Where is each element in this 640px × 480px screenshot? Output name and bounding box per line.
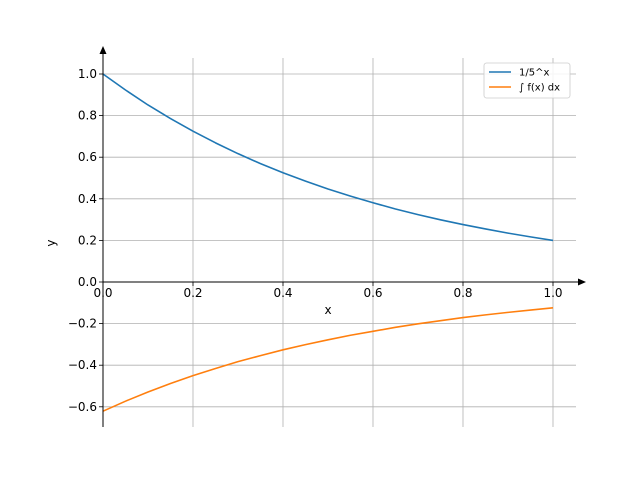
y-tick-label: 0.6	[78, 150, 97, 164]
series-line-1	[102, 73, 554, 242]
x-tick-label: 0.4	[273, 286, 292, 300]
x-tick-label: 0.8	[453, 286, 472, 300]
y-tick-label: 0.8	[78, 109, 97, 123]
series-lines	[102, 73, 554, 412]
x-tick-label: 0.2	[183, 286, 202, 300]
x-axis-arrow	[578, 278, 586, 286]
y-tick-label: 0.2	[78, 233, 97, 247]
y-tick-label: 0.0	[78, 275, 97, 289]
y-axis-label: y	[44, 239, 58, 246]
legend-label-2: ∫ f(x) dx	[519, 83, 560, 94]
x-tick-label: 0.0	[93, 286, 112, 300]
x-tick-label: 0.6	[363, 286, 382, 300]
x-tick-label: 1.0	[543, 286, 562, 300]
tick-labels: 0.0 0.2 0.4 0.6 0.8 1.0 −0.6 −0.4 −0.2 0.0 0.2 0.4 0…	[68, 67, 563, 414]
y-tick-label: −0.6	[68, 400, 97, 414]
legend-label-1: 1/5^x	[519, 68, 549, 79]
grid-lines	[103, 58, 576, 427]
y-tick-label: 0.4	[78, 192, 97, 206]
y-tick-label: −0.2	[68, 317, 97, 331]
series-line-2	[102, 306, 554, 412]
y-tick-label: 1.0	[78, 67, 97, 81]
legend: 1/5^x ∫ f(x) dx	[483, 62, 571, 99]
x-axis-label: x	[324, 303, 331, 317]
axes	[99, 46, 586, 427]
y-tick-label: −0.4	[68, 358, 97, 372]
y-axis-arrow	[99, 46, 107, 54]
